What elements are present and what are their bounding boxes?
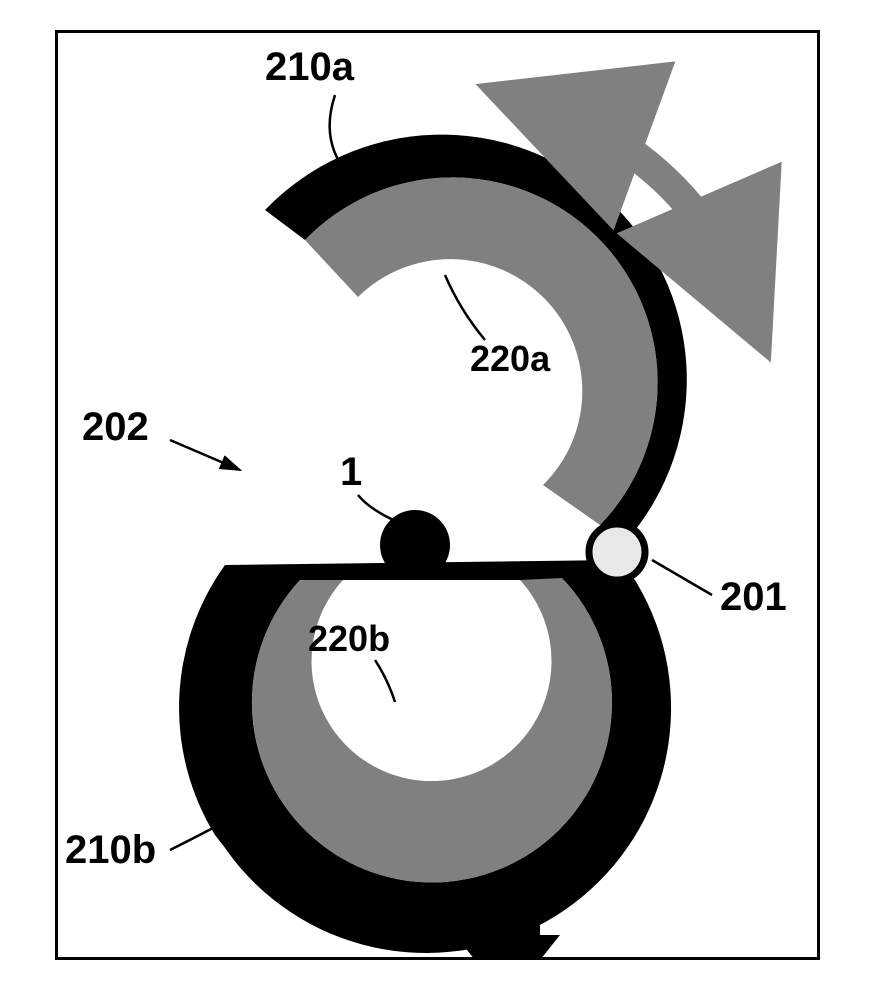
leader-220a [445,275,485,340]
leader-220b [375,660,395,702]
pivot-dot [589,524,645,580]
leader-202 [170,440,240,470]
handle-taper [455,935,560,960]
label-201: 201 [720,575,787,620]
label-210a: 210a [265,45,354,90]
label-220a: 220a [470,338,550,380]
leader-201 [652,560,712,595]
label-202: 202 [82,405,149,450]
label-1: 1 [340,450,362,495]
label-210b: 210b [65,828,156,873]
label-220b: 220b [308,618,390,660]
center-dot [380,510,450,580]
leader-1 [358,495,400,523]
